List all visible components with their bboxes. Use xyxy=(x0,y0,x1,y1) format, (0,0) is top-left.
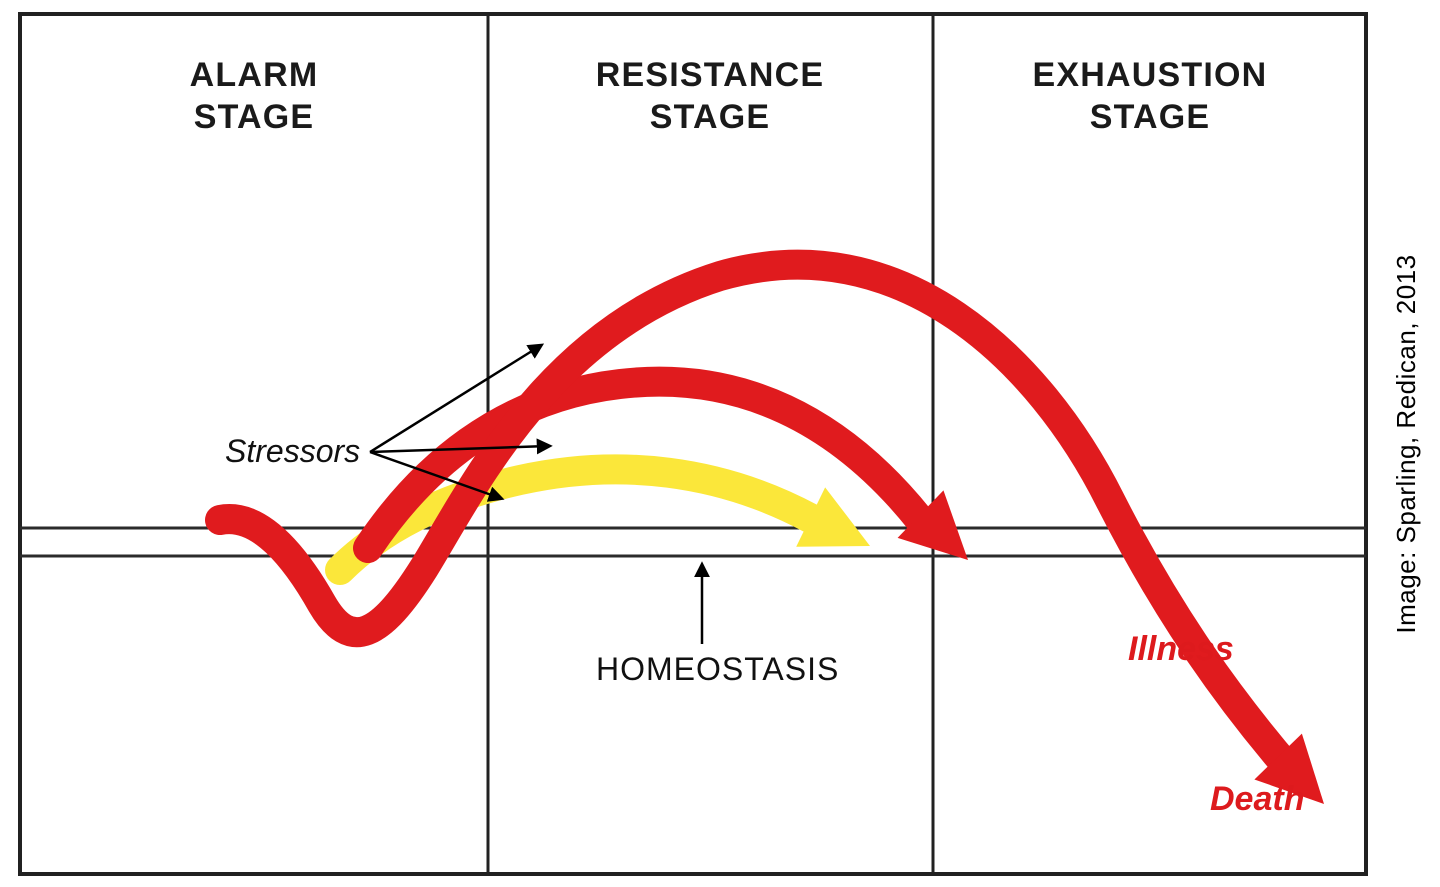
svg-text:HOMEOSTASIS: HOMEOSTASIS xyxy=(596,651,839,687)
svg-text:Stressors: Stressors xyxy=(225,433,360,469)
svg-text:STAGE: STAGE xyxy=(650,98,771,136)
svg-text:Death: Death xyxy=(1210,780,1304,818)
image-credit: Image: Sparling, Redican, 2013 xyxy=(1391,254,1422,633)
gas-diagram: ALARM STAGE RESISTANCE STAGE EXHAUSTION STAGE… xyxy=(0,0,1440,887)
svg-text:ALARM: ALARM xyxy=(190,56,319,94)
svg-text:RESISTANCE: RESISTANCE xyxy=(596,56,825,94)
svg-text:Illness: Illness xyxy=(1128,630,1234,668)
svg-text:STAGE: STAGE xyxy=(194,98,315,136)
svg-text:EXHAUSTION: EXHAUSTION xyxy=(1033,56,1268,94)
diagram-svg: ALARM STAGE RESISTANCE STAGE EXHAUSTION STAGE… xyxy=(0,0,1440,887)
svg-text:STAGE: STAGE xyxy=(1090,98,1211,136)
